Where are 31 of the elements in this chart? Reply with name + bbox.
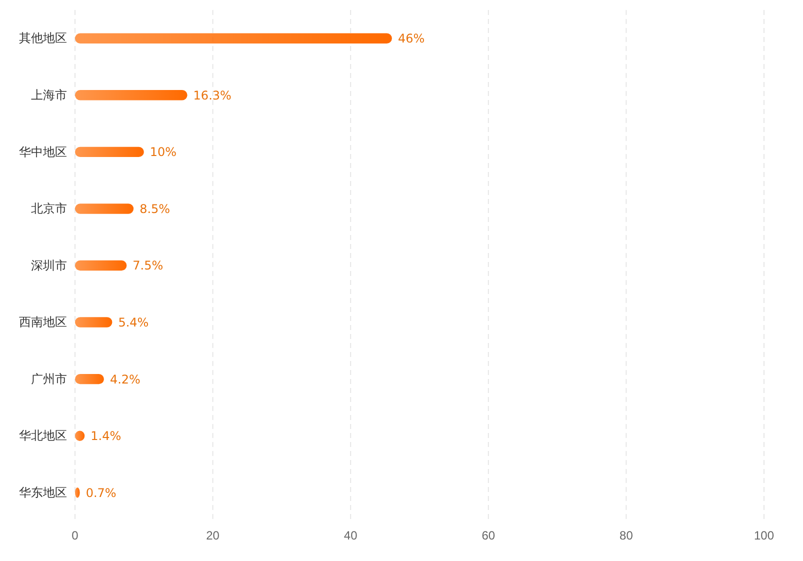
data-label: 10% xyxy=(150,145,177,160)
bar xyxy=(75,374,104,384)
data-label: 1.4% xyxy=(90,429,122,444)
x-tick-label: 60 xyxy=(482,528,496,543)
x-tick-label: 80 xyxy=(620,528,634,543)
y-tick-label: 西南地区 xyxy=(19,315,67,330)
bar xyxy=(75,260,127,271)
data-label: 46% xyxy=(398,32,425,46)
data-label: 8.5% xyxy=(140,202,170,216)
x-tick-label: 40 xyxy=(344,528,358,543)
bar xyxy=(75,33,392,44)
bar xyxy=(75,90,188,100)
y-tick-label: 上海市 xyxy=(31,88,67,102)
y-tick-label: 深圳市 xyxy=(31,258,67,272)
y-tick-label: 北京市 xyxy=(31,202,67,216)
y-tick-label: 广州市 xyxy=(31,372,67,386)
y-tick-label: 华中地区 xyxy=(19,144,67,159)
bar xyxy=(75,146,144,158)
y-tick-label: 华北地区 xyxy=(19,428,67,443)
x-tick-label: 0 xyxy=(72,528,79,543)
data-label: 16.3% xyxy=(193,88,232,102)
x-tick-label: 20 xyxy=(206,528,220,543)
data-label: 5.4% xyxy=(118,315,149,330)
bar xyxy=(75,204,134,214)
data-label: 0.7% xyxy=(86,486,116,500)
data-label: 4.2% xyxy=(110,372,140,386)
x-tick-label: 100 xyxy=(754,528,774,543)
y-tick-label: 华东地区 xyxy=(19,485,67,500)
bar xyxy=(75,317,112,328)
y-tick-label: 其他地区 xyxy=(19,31,67,46)
data-label: 7.5% xyxy=(132,258,164,273)
